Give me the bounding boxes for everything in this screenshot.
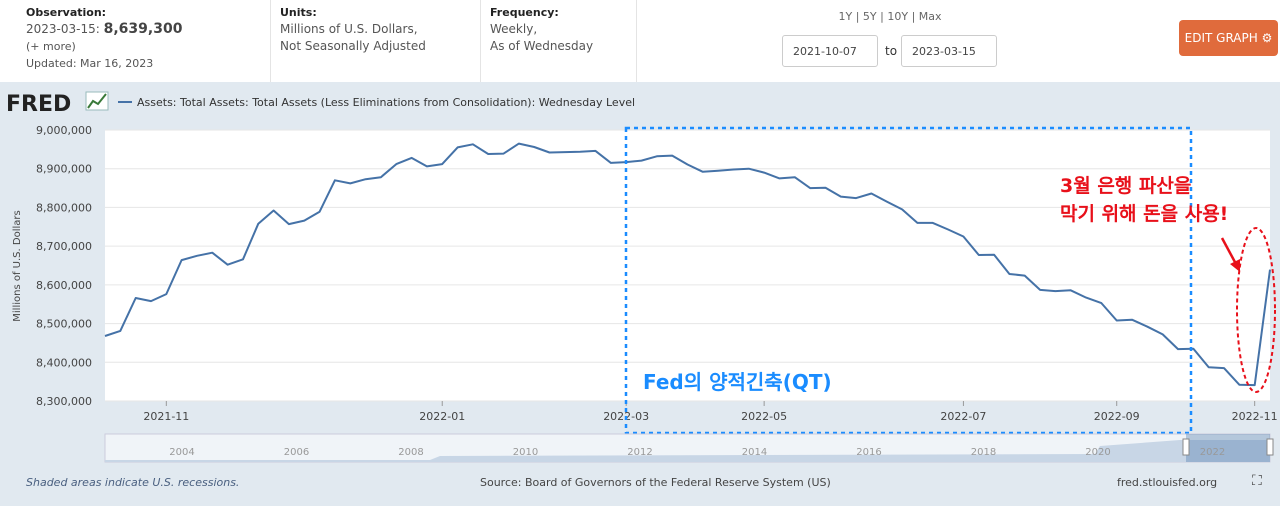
to-label: to (885, 44, 898, 58)
frequency-block: Frequency: Weekly, As of Wednesday (490, 4, 593, 55)
header-panel: Observation: 2023-03-15: 8,639,300 (+ mo… (0, 0, 1280, 82)
x-tick-label: 2021-11 (143, 410, 189, 423)
observation-date: 2023-03-15: (26, 22, 100, 36)
y-tick-label: 8,800,000 (36, 201, 92, 214)
navigator-year-label: 2020 (1085, 447, 1110, 458)
bank-annotation-ellipse (1236, 227, 1276, 393)
navigator-year-label: 2006 (284, 447, 309, 458)
navigator-year-label: 2018 (971, 447, 996, 458)
y-tick-label: 8,900,000 (36, 163, 92, 176)
navigator-handle-right[interactable] (1266, 438, 1274, 456)
recession-note: Shaded areas indicate U.S. recessions. (26, 476, 240, 489)
frequency-label: Frequency: (490, 6, 559, 19)
frequency-line1: Weekly, (490, 22, 538, 36)
observation-block: Observation: 2023-03-15: 8,639,300 (+ mo… (26, 4, 182, 72)
y-axis-title: Millions of U.S. Dollars (12, 210, 23, 321)
start-date-input[interactable] (782, 35, 878, 67)
navigator-year-label: 2008 (398, 447, 423, 458)
grid (105, 129, 1270, 402)
range-sep: | (880, 10, 884, 23)
x-tick-label: 2022-09 (1094, 410, 1140, 423)
range-5y[interactable]: 5Y (862, 10, 877, 23)
gear-icon: ⚙ (1261, 31, 1273, 45)
navigator-handle-left[interactable] (1182, 438, 1190, 456)
frequency-line2: As of Wednesday (490, 39, 594, 53)
series-line (104, 142, 1271, 387)
x-tick-label: 2022-05 (741, 410, 787, 423)
navigator-year-label: 2016 (856, 447, 881, 458)
divider (636, 0, 637, 82)
x-tick-label: 2022-11 (1232, 410, 1278, 423)
y-tick-label: 8,300,000 (36, 395, 92, 408)
navigator-year-label: 2014 (742, 447, 767, 458)
chart-svg: FRED Assets: Total Assets: Total Assets … (6, 91, 1278, 463)
source-text: Source: Board of Governors of the Federa… (480, 476, 831, 489)
navigator-window[interactable] (1186, 434, 1270, 462)
fullscreen-icon[interactable]: ⛶ (1252, 473, 1262, 489)
qt-annotation-box (624, 126, 1193, 435)
y-tick-label: 8,600,000 (36, 279, 92, 292)
y-tick-label: 8,500,000 (36, 318, 92, 331)
range-max[interactable]: Max (918, 10, 942, 23)
units-block: Units: Millions of U.S. Dollars, Not Sea… (280, 4, 426, 55)
observation-value: 8,639,300 (103, 21, 183, 37)
annotation-arrowhead-icon (1230, 259, 1240, 272)
updated-text: Updated: Mar 16, 2023 (26, 57, 154, 70)
plot-background (105, 130, 1270, 401)
navigator-series (105, 440, 1270, 462)
y-axis: 9,000,000 8,900,000 8,800,000 8,700,000 8,60… (36, 124, 92, 408)
annotation-arrow-icon (1220, 237, 1238, 265)
more-link[interactable]: (+ more) (26, 40, 76, 53)
x-tick-label: 2022-01 (419, 410, 465, 423)
bank-annotation-line2: 막기 위해 돈을 사용! (1060, 203, 1228, 225)
range-sep: | (911, 10, 916, 23)
legend-label: Assets: Total Assets: Total Assets (Less… (137, 96, 635, 109)
units-label: Units: (280, 6, 317, 19)
navigator-years: 2004 2006 2008 2010 2012 2014 2016 2018 2020 2022 (169, 447, 1225, 458)
x-tick-label: 2022-07 (940, 410, 986, 423)
y-tick-label: 8,700,000 (36, 240, 92, 253)
range-10y[interactable]: 10Y (887, 10, 909, 23)
navigator-year-label: 2022 (1200, 447, 1225, 458)
fred-logo[interactable]: FRED (6, 92, 71, 117)
divider (270, 0, 271, 82)
edit-graph-button[interactable]: EDIT GRAPH ⚙ (1179, 20, 1278, 56)
range-sep: | (855, 10, 860, 23)
fred-logo-icon (85, 91, 109, 111)
y-tick-label: 9,000,000 (36, 124, 92, 137)
qt-annotation-label: Fed의 양적긴축(QT) (643, 370, 832, 394)
navigator-year-label: 2004 (169, 447, 194, 458)
y-tick-label: 8,400,000 (36, 356, 92, 369)
navigator-year-label: 2012 (627, 447, 652, 458)
units-line2: Not Seasonally Adjusted (280, 39, 426, 53)
chart-area: FRED Assets: Total Assets: Total Assets … (0, 82, 1280, 502)
x-axis: 2021-11 2022-01 2022-03 2022-05 2022-07 2022-… (143, 401, 1278, 423)
units-line1: Millions of U.S. Dollars, (280, 22, 418, 36)
range-selector: 1Y | 5Y | 10Y | Max (780, 10, 1000, 23)
site-link[interactable]: fred.stlouisfed.org (1117, 476, 1218, 489)
end-date-input[interactable] (901, 35, 997, 67)
bank-annotation-line1: 3월 은행 파산을 (1060, 175, 1191, 197)
observation-label: Observation: (26, 6, 107, 19)
navigator-year-label: 2010 (513, 447, 538, 458)
edit-graph-label: EDIT GRAPH (1184, 31, 1258, 45)
divider (480, 0, 481, 82)
range-1y[interactable]: 1Y (838, 10, 853, 23)
